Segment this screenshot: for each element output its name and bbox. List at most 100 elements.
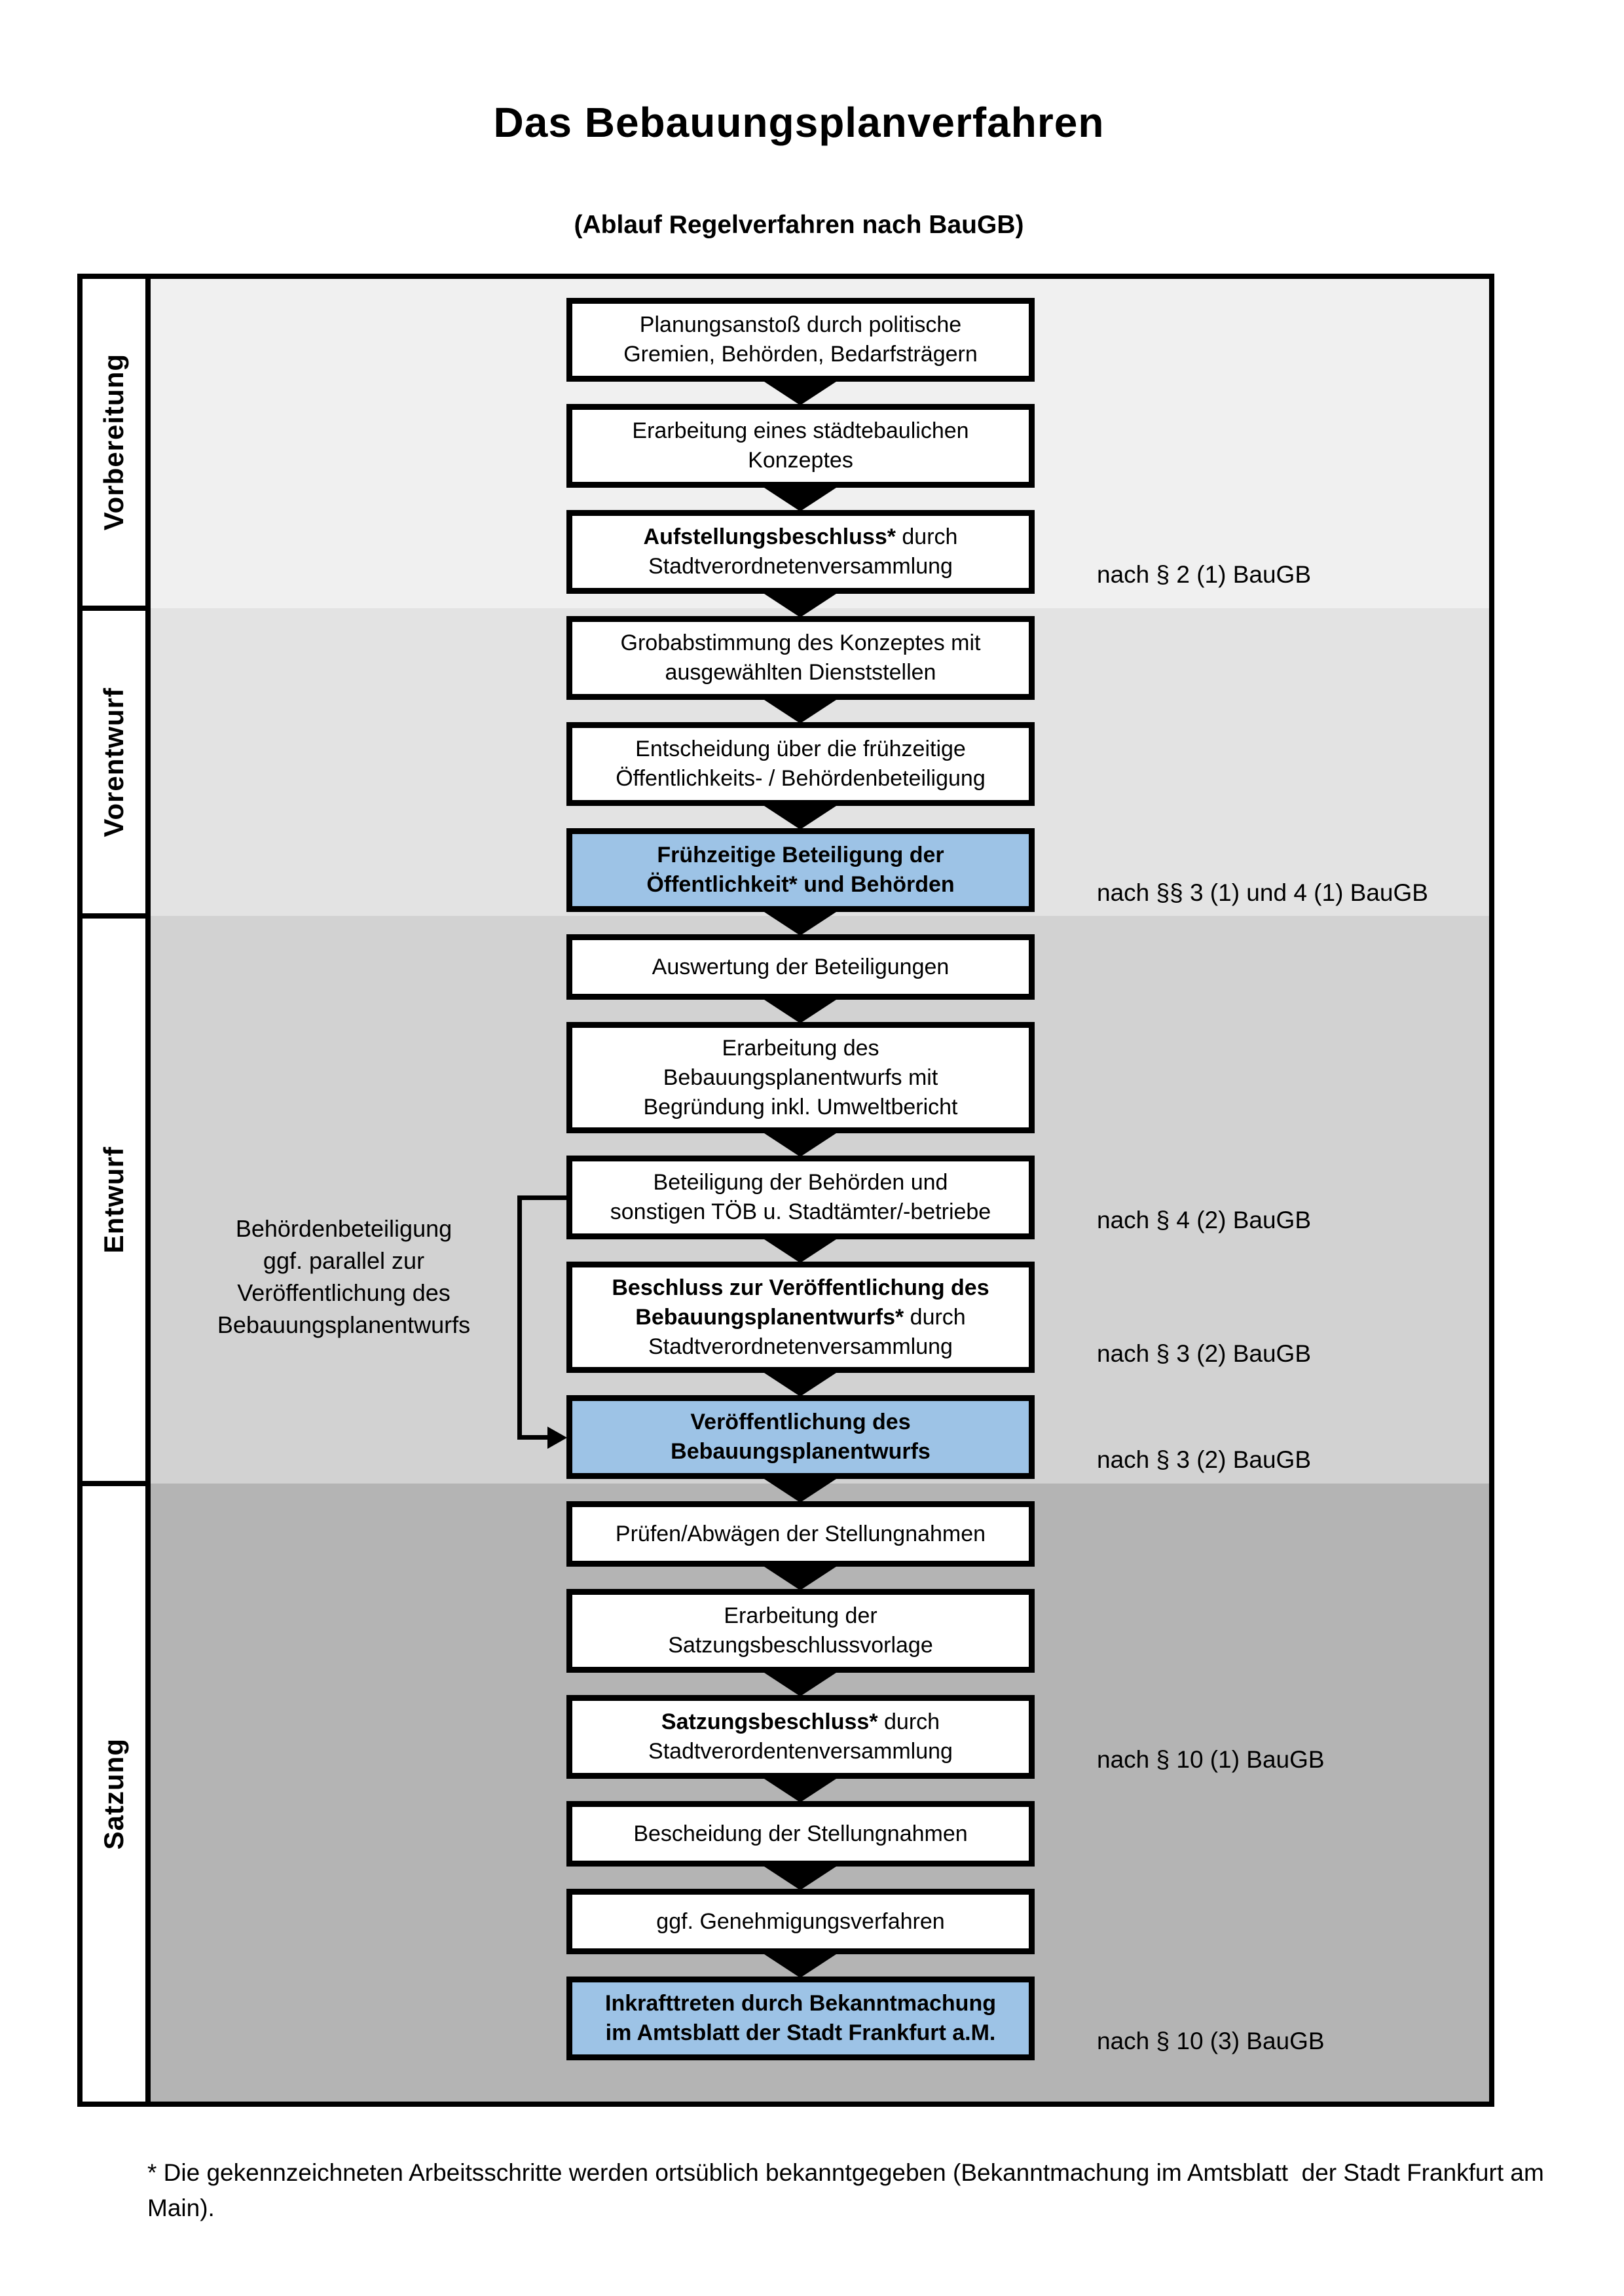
step-text-segment: Bescheidung der Stellungnahmen [633,1821,968,1846]
step-text-line: Inkrafttreten durch Bekanntmachung [605,1989,996,2018]
step-text-line: Frühzeitige Beteiligung der [657,841,944,870]
legal-ref-fruehzeitige-beteiligung: nach §§ 3 (1) und 4 (1) BauGB [1097,879,1428,906]
phase-label: Entwurf [98,1146,129,1254]
step-text-line: Bebauungsplanentwurfs mit [663,1063,938,1093]
flow-arrow-down [762,486,838,511]
step-text-line: Konzeptes [748,446,853,475]
step-text-line: Erarbeitung des [722,1034,879,1063]
phase-cell-entwurf: Entwurf [83,919,145,1481]
step-text-line: Auswertung der Beteiligungen [652,953,950,982]
step-box-veroeffentlichung-entwurf: Veröffentlichung des Bebauungsplanentwurf… [566,1395,1035,1479]
step-text-line: Bebauungsplanentwurfs [671,1437,931,1467]
step-text-segment: Erarbeitung der [724,1603,877,1628]
step-text-segment: Veröffentlichung des [690,1410,911,1434]
flow-arrow-down [762,1238,838,1263]
flow-arrow-down [762,1777,838,1802]
phase-separator-line [83,606,145,611]
side-note: Behördenbeteiligung ggf. parallel zur Ve… [206,1212,481,1341]
step-text-line: Gremien, Behörden, Bedarfsträgern [623,340,978,369]
step-text-segment: durch [877,1709,940,1734]
step-text-segment: Stadtverordnetenversammlung [648,1334,953,1359]
step-box-fruehzeitige-beteiligung: Frühzeitige Beteiligung der Öffentlichkei… [566,828,1035,912]
step-box-aufstellungsbeschluss: Aufstellungsbeschluss* durch Stadtverordn… [566,510,1035,594]
step-box-entscheidung-fruehzeitige-beteiligung: Entscheidung über die frühzeitige Öffentl… [566,722,1035,806]
step-text-line: Satzungsbeschlussvorlage [668,1631,932,1660]
flow-arrow-down [762,592,838,617]
flow-arrow-down [762,805,838,829]
step-box-planungsanstoss: Planungsanstoß durch politische Gremien, … [566,298,1035,382]
step-text-segment: Frühzeitige Beteiligung der [657,843,944,867]
step-text-line: Grobabstimmung des Konzeptes mit [621,629,981,658]
step-text-line: sonstigen TÖB u. Stadtämter/-betriebe [610,1197,991,1227]
flow-arrow-down [762,1132,838,1157]
step-text-line: Erarbeitung eines städtebaulichen [632,416,969,446]
step-text-segment: Grobabstimmung des Konzeptes mit [620,630,981,655]
phase-cell-vorbereitung: Vorbereitung [83,279,145,606]
step-text-line: Erarbeitung der [724,1601,877,1631]
step-text-line: Bebauungsplanentwurfs* durch [635,1303,965,1332]
step-text-segment: Beschluss zur Veröffentlichung des [612,1275,989,1300]
phase-label: Vorbereitung [98,354,129,531]
side-note-line: Bebauungsplanentwurfs [217,1311,471,1338]
phase-label: Satzung [98,1738,129,1850]
page-subtitle: (Ablauf Regelverfahren nach BauGB) [574,211,1024,239]
step-text-line: Begründung inkl. Umweltbericht [643,1093,957,1122]
step-box-staedtebauliches-konzept: Erarbeitung eines städtebaulichen Konzept… [566,404,1035,488]
step-text-segment: Satzungsbeschluss* [661,1709,878,1734]
step-text-segment: ausgewählten Dienststellen [665,660,936,685]
step-text-segment: Prüfen/Abwägen der Stellungnahmen [615,1521,986,1546]
step-text-segment: Bebauungsplanentwurfs* [635,1304,904,1330]
phase-cell-vorentwurf: Vorentwurf [83,611,145,913]
step-text-segment: durch Bekanntmachung [735,1991,996,2016]
parallel-connector-arrow [547,1427,567,1449]
parallel-connector-line-top [517,1195,566,1200]
phase-label: Vorentwurf [98,687,129,837]
step-text-line: Beschluss zur Veröffentlichung des [612,1273,989,1303]
step-box-satzungsbeschluss: Satzungsbeschluss* durch Stadtverordenten… [566,1695,1035,1779]
step-box-inkrafttreten: Inkrafttreten durch Bekanntmachung im Amt… [566,1977,1035,2060]
step-text-segment: Konzeptes [748,448,853,473]
step-text-line: Stadtverordnetenversammlung [648,552,953,581]
step-text-segment: im Amtsblatt der Stadt Frankfurt a.M. [605,2020,996,2045]
flow-arrow-down [762,1478,838,1503]
step-text-line: Öffentlichkeits- / Behördenbeteiligung [616,764,986,793]
step-text-segment: Aufstellungsbeschluss* [643,524,896,549]
step-text-segment: Begründung inkl. Umweltbericht [643,1094,958,1120]
step-text-line: Prüfen/Abwägen der Stellungnahmen [616,1520,986,1549]
step-text-segment: Gremien, Behörden, Bedarfsträgern [623,342,978,367]
flow-arrow-down [762,1865,838,1890]
legal-ref-aufstellungsbeschluss: nach § 2 (1) BauGB [1097,561,1312,588]
legal-ref-inkrafttreten: nach § 10 (3) BauGB [1097,2028,1325,2054]
step-text-line: Öffentlichkeit* und Behörden [646,870,954,900]
step-text-segment: Erarbeitung des [722,1035,879,1061]
step-text-segment: Satzungsbeschlussvorlage [668,1633,933,1658]
flow-arrow-down [762,380,838,405]
step-text-line: Stadtverordentenversammlung [648,1737,953,1766]
step-box-bescheidung-stellungnahmen: Bescheidung der Stellungnahmen [566,1801,1035,1867]
page-title: Das Bebauungsplanverfahren [493,99,1105,146]
step-text-segment: Erarbeitung eines städtebaulichen [632,418,969,443]
side-note-line: ggf. parallel zur [263,1247,425,1274]
step-text-segment: durch [895,524,958,549]
step-text-segment: sonstigen TÖB u. Stadtämter/-betriebe [610,1199,991,1224]
phase-separator-line [83,1481,145,1486]
step-text-segment: durch [904,1304,966,1330]
step-text-segment: Öffentlichkeits- / Behördenbeteiligung [616,766,986,791]
phase-sidebar [83,279,145,2102]
parallel-connector-line-vertical [517,1195,522,1438]
step-text-line: im Amtsblatt der Stadt Frankfurt a.M. [606,2018,996,2048]
flow-arrow-down [762,1372,838,1396]
step-box-pruefen-abwaegen: Prüfen/Abwägen der Stellungnahmen [566,1501,1035,1567]
step-text-segment: Planungsanstoß durch politische [639,312,962,337]
step-text-line: Entscheidung über die frühzeitige [635,735,966,764]
step-text-line: Planungsanstoß durch politische [640,310,961,340]
footnote: * Die gekennzeichneten Arbeitsschritte w… [147,2159,1551,2221]
side-note-line: Behördenbeteiligung [235,1215,452,1242]
parallel-connector-line-bottom [517,1435,549,1440]
flow-arrow-down [762,1671,838,1696]
phase-separator-line [83,913,145,919]
sidebar-divider [145,274,151,2107]
step-box-grobabstimmung: Grobabstimmung des Konzeptes mit ausgewäh… [566,616,1035,700]
legal-ref-beschluss-veroeffentlichung: nach § 3 (2) BauGB [1097,1340,1312,1367]
phase-cell-satzung: Satzung [83,1486,145,2102]
